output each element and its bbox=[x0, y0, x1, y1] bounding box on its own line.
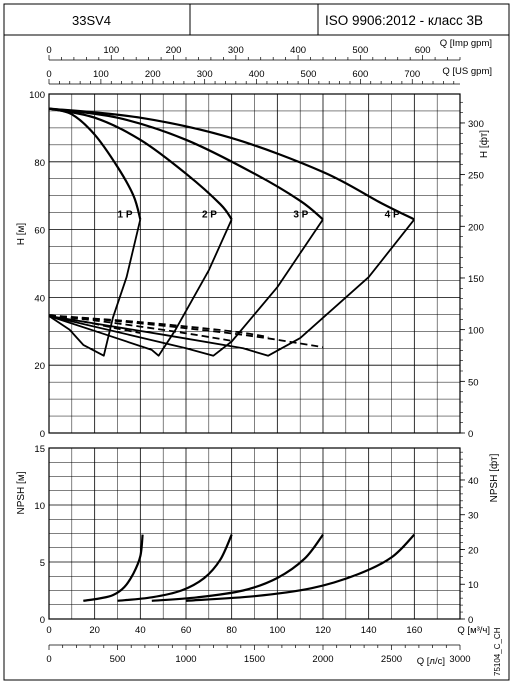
head-left-tick-label: 20 bbox=[34, 361, 45, 372]
npsh-right-tick-label: 10 bbox=[468, 580, 479, 591]
x-tick-label: 80 bbox=[226, 625, 237, 636]
top-axis-tick-label: 400 bbox=[249, 69, 265, 80]
top-axis-tick-label: 0 bbox=[46, 45, 51, 56]
series-label-3p: 3 P bbox=[293, 210, 308, 221]
npsh-left-axis-title: NPSH [м] bbox=[16, 471, 27, 514]
top-axis-tick-label: 200 bbox=[166, 45, 182, 56]
npsh-curve-3p bbox=[151, 533, 324, 602]
header-frame bbox=[3, 3, 510, 36]
top-axis-tick-label: 300 bbox=[197, 69, 213, 80]
top-axis-tick-label: 600 bbox=[352, 69, 368, 80]
x-tick-label: 100 bbox=[269, 625, 285, 636]
bottom-axis-title: Q [л/с] bbox=[417, 656, 445, 667]
npsh-left-tick-label: 5 bbox=[40, 558, 45, 569]
npsh-left-tick-label: 0 bbox=[40, 615, 45, 626]
head-right-tick-label: 300 bbox=[468, 119, 484, 130]
top-axis-title: Q [Imp gpm] bbox=[440, 38, 492, 49]
dashed-curve-4p bbox=[48, 314, 269, 338]
head-left-axis-title: H [м] bbox=[16, 223, 27, 246]
top-axis-tick-label: 400 bbox=[290, 45, 306, 56]
series-label-2p: 2 P bbox=[202, 210, 217, 221]
drawing-code: 75104_C_CH bbox=[493, 627, 502, 676]
head-curve-2p bbox=[48, 107, 233, 221]
top-axis-tick-label: 300 bbox=[228, 45, 244, 56]
x-tick-label: 20 bbox=[89, 625, 100, 636]
npsh-right-tick-label: 40 bbox=[468, 476, 479, 487]
npsh-plot-frame bbox=[48, 447, 461, 620]
bottom-axis-tick-label: 2500 bbox=[381, 654, 402, 665]
npsh-right-tick-label: 30 bbox=[468, 511, 479, 522]
head-curve-1p bbox=[48, 107, 142, 220]
head-left-tick-label: 80 bbox=[34, 158, 45, 169]
npsh-left-tick-label: 10 bbox=[34, 501, 45, 512]
efficiency-curve-1p bbox=[48, 219, 142, 357]
head-right-axis-title: H [фт] bbox=[478, 130, 490, 158]
head-right-tick-label: 150 bbox=[468, 274, 484, 285]
head-left-tick-label: 60 bbox=[34, 226, 45, 237]
standard-label: ISO 9906:2012 - класс 3B bbox=[325, 13, 483, 28]
x-tick-label: 140 bbox=[361, 625, 377, 636]
top-axis-tick-label: 200 bbox=[145, 69, 161, 80]
top-axis-tick-label: 700 bbox=[404, 69, 420, 80]
chart-curves: 1 P 2 P 3 P 4 P bbox=[48, 107, 416, 602]
header-block: 33SV4 ISO 9906:2012 - класс 3B bbox=[3, 3, 510, 36]
head-left-tick-label: 40 bbox=[34, 293, 45, 304]
x-tick-label: 40 bbox=[135, 625, 146, 636]
npsh-right-tick-label: 20 bbox=[468, 545, 479, 556]
bottom-axis-tick-label: 3000 bbox=[449, 654, 470, 665]
series-label-4p: 4 P bbox=[385, 210, 400, 221]
head-right-tick-label: 100 bbox=[468, 326, 484, 337]
x-tick-label: 120 bbox=[315, 625, 331, 636]
efficiency-curve-3p bbox=[48, 218, 324, 357]
efficiency-curve-4p bbox=[48, 218, 416, 357]
top-axis-tick-label: 500 bbox=[352, 45, 368, 56]
head-curve-4p bbox=[48, 107, 415, 221]
npsh-right-axis-title: NPSH [фт] bbox=[488, 453, 500, 502]
top-axis-tick-label: 500 bbox=[301, 69, 317, 80]
head-left-tick-label: 0 bbox=[40, 429, 45, 440]
bottom-axis-tick-label: 2000 bbox=[312, 654, 333, 665]
head-right-tick-label: 250 bbox=[468, 171, 484, 182]
x-tick-label: 0 bbox=[46, 625, 51, 636]
bottom-axis-tick-label: 500 bbox=[110, 654, 126, 665]
x-tick-label: 60 bbox=[181, 625, 192, 636]
head-plot-frame bbox=[48, 93, 461, 434]
bottom-axis-tick-label: 1500 bbox=[244, 654, 265, 665]
npsh-right-tick-label: 0 bbox=[468, 615, 473, 626]
bottom-axis-tick-label: 1000 bbox=[175, 654, 196, 665]
efficiency-curve-2p bbox=[48, 219, 233, 357]
bottom-axis-tick-label: 0 bbox=[46, 654, 51, 665]
npsh-chart-grid bbox=[48, 447, 461, 620]
series-label-1p: 1 P bbox=[118, 210, 133, 221]
model-label: 33SV4 bbox=[72, 13, 111, 28]
dashed-curve-2p bbox=[48, 314, 232, 342]
top-axis-title: Q [US gpm] bbox=[442, 66, 492, 77]
top-axis-tick-label: 0 bbox=[46, 69, 51, 80]
top-axis-tick-label: 600 bbox=[415, 45, 431, 56]
head-chart-grid bbox=[48, 93, 461, 434]
npsh-curve-4p bbox=[185, 533, 416, 602]
head-curve-3p bbox=[48, 107, 324, 221]
npsh-curve-1p bbox=[83, 534, 144, 602]
head-right-tick-label: 200 bbox=[468, 222, 484, 233]
head-right-tick-label: 0 bbox=[468, 429, 473, 440]
top-axis-tick-label: 100 bbox=[103, 45, 119, 56]
npsh-left-tick-label: 15 bbox=[34, 444, 45, 455]
head-left-tick-label: 100 bbox=[29, 90, 45, 101]
head-right-tick-label: 50 bbox=[468, 377, 479, 388]
x-axis-title: Q [м³/ч] bbox=[457, 625, 490, 636]
top-axis-tick-label: 100 bbox=[93, 69, 109, 80]
npsh-curve-2p bbox=[117, 534, 233, 602]
x-tick-label: 160 bbox=[406, 625, 422, 636]
